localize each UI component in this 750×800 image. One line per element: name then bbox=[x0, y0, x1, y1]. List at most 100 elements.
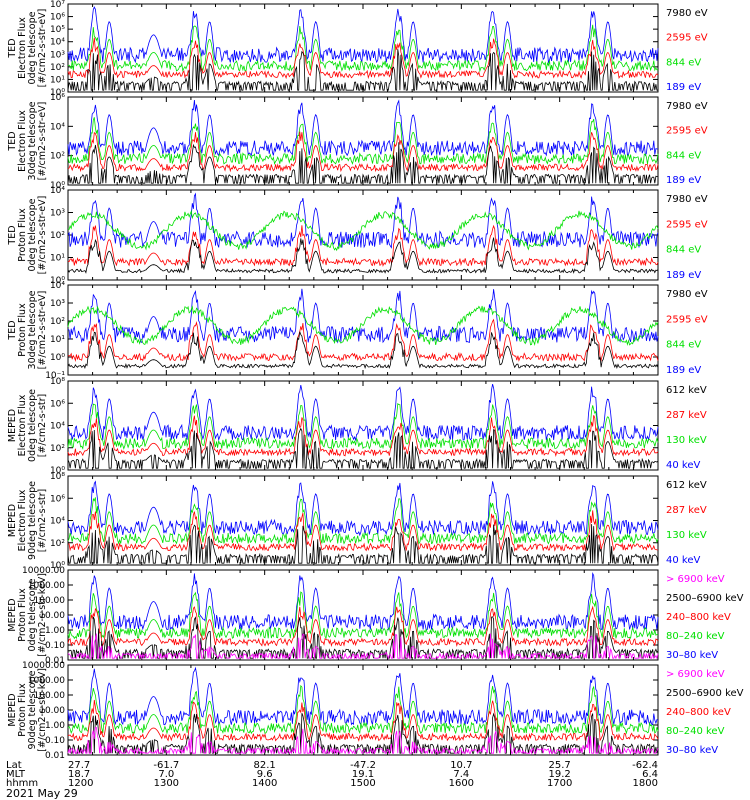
x-tick-value: 7.0 bbox=[158, 769, 174, 780]
panel-title-line: [#/cm2-s-str] bbox=[37, 394, 48, 457]
y-tick-label: 1000.00 bbox=[28, 581, 65, 591]
x-tick-value: 19.2 bbox=[549, 769, 571, 780]
x-tick-value: 1300 bbox=[154, 778, 179, 789]
legend-entry: 7980 eV bbox=[666, 8, 708, 19]
panel-title-line: Proton Flux bbox=[17, 588, 28, 642]
x-row-label: MLT bbox=[6, 769, 26, 780]
legend-entry: 612 keV bbox=[666, 385, 707, 396]
y-tick-label: 10000.00 bbox=[22, 566, 65, 576]
panel-title: MEPEDProton Flux0deg telescope[#/cm2-s-s… bbox=[7, 573, 48, 657]
y-tick-label: 10² bbox=[50, 231, 65, 241]
panel-title-line: [#/cm2-s-str-keV] bbox=[37, 573, 48, 657]
panel-title: TEDProton Flux0deg telescope[#/cm2-s-str… bbox=[7, 196, 48, 275]
series-red bbox=[67, 415, 659, 457]
panel-title-line: TED bbox=[7, 225, 18, 245]
y-tick-label: 10⁰ bbox=[50, 88, 65, 98]
x-tick-value: 9.6 bbox=[257, 769, 273, 780]
legend-entry: 2595 eV bbox=[666, 126, 708, 137]
y-tick-label: 100.00 bbox=[34, 596, 66, 606]
panel-title-line: [#/cm2-s-str-eV] bbox=[37, 9, 48, 88]
y-tick-label: 10² bbox=[50, 317, 65, 327]
panel-title-line: MEPED bbox=[7, 409, 18, 442]
y-tick-label: 1.00 bbox=[45, 721, 65, 731]
y-tick-label: 0.10 bbox=[45, 641, 65, 651]
legend-entry: 30–80 keV bbox=[666, 745, 718, 756]
series-magenta bbox=[67, 727, 659, 755]
legend-entry: 612 keV bbox=[666, 480, 707, 491]
y-tick-label: 10⁶ bbox=[50, 399, 65, 409]
y-tick-label: 10³ bbox=[50, 50, 65, 60]
x-axis-labels: Lat 27.7 -61.7 82.1 -47.2 10.7 25.7 -62.4 MLT 18.… bbox=[6, 760, 658, 789]
panel-title-line: [#/cm2-s-str] bbox=[37, 489, 48, 552]
x-tick-value: 10.7 bbox=[450, 760, 472, 771]
panel-title-line: TED bbox=[7, 38, 18, 58]
y-tick-label: 10⁸ bbox=[50, 377, 65, 387]
y-tick-label: 10⁶ bbox=[50, 93, 65, 103]
series-blue bbox=[67, 288, 659, 344]
panel-title: TEDProton Flux30deg telescope[#/cm2-s-st… bbox=[7, 290, 48, 369]
panel-title: TEDElectron Flux30deg telescope[#/cm2-s-… bbox=[7, 101, 48, 180]
series-green bbox=[67, 497, 659, 545]
legend-entry: 287 keV bbox=[666, 505, 707, 516]
y-tick-label: 10.00 bbox=[39, 706, 65, 716]
series-red bbox=[67, 131, 659, 173]
series-green bbox=[67, 305, 659, 347]
y-tick-label: 0.10 bbox=[45, 736, 65, 746]
y-tick-label: 10⁴ bbox=[50, 186, 65, 196]
series-blue bbox=[67, 99, 659, 157]
legend-entry: 130 keV bbox=[666, 435, 707, 446]
y-tick-label: 1000.00 bbox=[28, 676, 65, 686]
y-tick-label: 10² bbox=[50, 444, 65, 454]
y-tick-label: 10¹ bbox=[50, 75, 65, 85]
panel-frame bbox=[67, 3, 659, 93]
legend-entry: 844 eV bbox=[666, 57, 701, 68]
panel-title-line: Proton Flux bbox=[17, 303, 28, 357]
panel-title-line: 0deg telescope bbox=[27, 578, 38, 651]
y-tick-label: 10¹ bbox=[50, 335, 65, 345]
series-blue bbox=[67, 384, 659, 442]
series-black bbox=[67, 142, 659, 184]
series-blue bbox=[67, 6, 659, 64]
y-tick-label: 10⁰ bbox=[50, 466, 65, 476]
series-blue bbox=[67, 666, 659, 726]
y-tick-label: 10⁵ bbox=[50, 25, 65, 35]
legend-entry: 189 eV bbox=[666, 82, 701, 93]
date-label: 2021 May 29 bbox=[6, 787, 78, 800]
legend-entry: 240–800 keV bbox=[666, 612, 731, 623]
series-green bbox=[67, 117, 659, 166]
panel-title-line: Electron Flux bbox=[17, 489, 28, 551]
panel-title-line: [#/cm2-s-str-eV] bbox=[37, 102, 48, 181]
x-tick-value: 1500 bbox=[350, 778, 375, 789]
y-tick-label: 10⁴ bbox=[50, 122, 65, 132]
y-tick-label: 10² bbox=[50, 152, 65, 162]
x-row-label: Lat bbox=[6, 760, 22, 771]
y-tick-label: 10² bbox=[50, 63, 65, 73]
series-black bbox=[67, 331, 659, 369]
y-tick-label: 100.00 bbox=[34, 691, 66, 701]
panel-8: 0.010.101.0010.00100.001000.0010000.00ME… bbox=[7, 661, 744, 761]
legend-entry: 844 eV bbox=[666, 245, 701, 256]
legend-entry: 240–800 keV bbox=[666, 707, 731, 718]
x-tick-value: 25.7 bbox=[549, 760, 571, 771]
panel-title: MEPEDElectron Flux0deg telescope[#/cm2-s… bbox=[7, 389, 48, 462]
panel-title-line: Proton Flux bbox=[17, 208, 28, 262]
panel-title-line: MEPED bbox=[7, 598, 18, 631]
series-blue bbox=[67, 572, 659, 631]
y-tick-label: 10⁴ bbox=[50, 281, 65, 291]
panel-frame bbox=[67, 664, 659, 756]
y-tick-label: 10⁶ bbox=[50, 494, 65, 504]
x-tick-value: 19.1 bbox=[352, 769, 374, 780]
y-tick-label: 0.01 bbox=[45, 656, 65, 666]
series-black bbox=[67, 427, 659, 469]
panel-title: MEPEDProton Flux90deg telescope[#/cm2-s-… bbox=[7, 668, 48, 752]
y-tick-label: 10¹ bbox=[50, 254, 65, 264]
x-tick-value: 1800 bbox=[633, 778, 658, 789]
legend-entry: 189 eV bbox=[666, 175, 701, 186]
panel-title-line: Electron Flux bbox=[17, 110, 28, 172]
legend-entry: 2595 eV bbox=[666, 33, 708, 44]
